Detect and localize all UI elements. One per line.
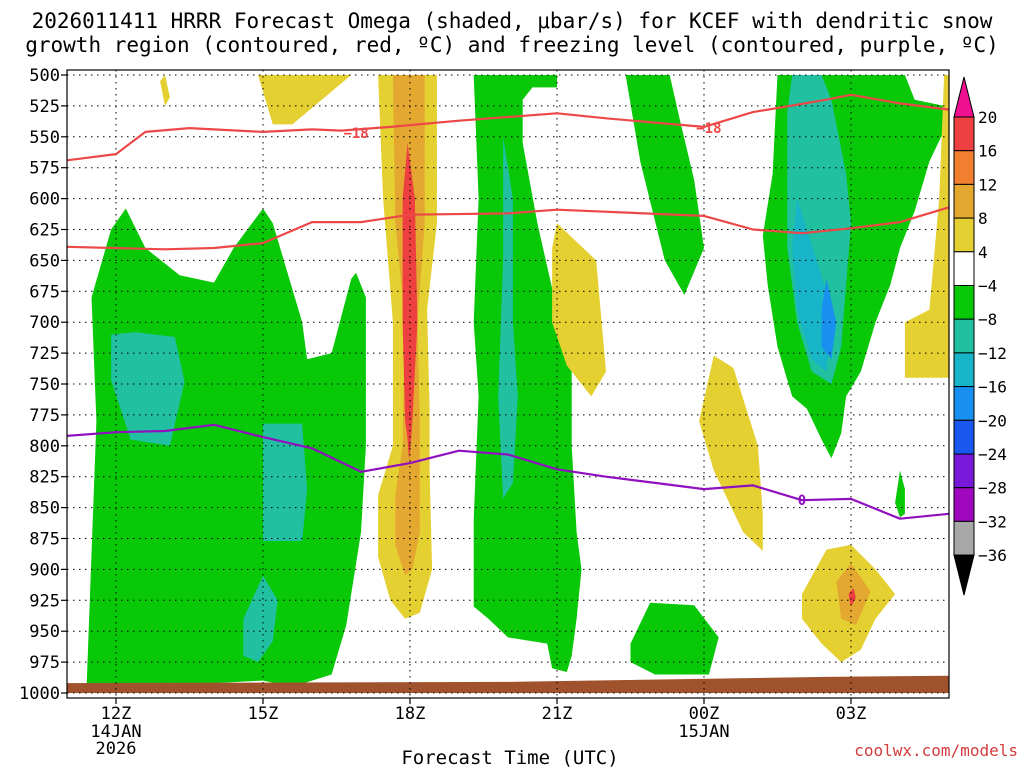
y-tick-label: 700 [29, 313, 60, 333]
y-tick-label: 525 [29, 97, 60, 117]
colorbar-cap-top [953, 76, 975, 118]
contour-freezing-level [66, 423, 950, 520]
omega-region-magenta-col [405, 254, 413, 461]
colorbar-label: −12 [978, 344, 1007, 363]
omega-region-blue-right [821, 278, 837, 360]
colorbar-label: −32 [978, 512, 1007, 531]
y-tick-label: 900 [29, 560, 60, 580]
x-tick-sublabel: 14JAN [90, 722, 141, 742]
y-tick-label: 725 [29, 344, 60, 364]
omega-region-green-diagonal [625, 75, 704, 295]
colorbar-label: −20 [978, 411, 1007, 430]
contour-label: 0 [798, 493, 806, 509]
y-tick-label: 1000 [19, 684, 60, 704]
x-tick-label: 18Z [395, 704, 426, 724]
x-tick-label: 00Z [689, 704, 720, 724]
x-tick-label: 21Z [542, 704, 573, 724]
colorbar-box [953, 183, 975, 219]
x-tick-sublabel: 2026 [96, 739, 137, 759]
colorbar-box [953, 419, 975, 455]
terrain-fill [67, 675, 949, 693]
colorbar-box [953, 116, 975, 152]
y-tick-label: 800 [29, 437, 60, 457]
omega-shading [86, 75, 949, 687]
x-tick-label: 03Z [836, 704, 867, 724]
colorbar-box [953, 487, 975, 522]
colorbar-box [953, 453, 975, 489]
y-tick-label: 875 [29, 530, 60, 550]
chart-title: 2026011411 HRRR Forecast Omega (shaded, … [25, 9, 999, 57]
y-tick-label: 650 [29, 251, 60, 271]
colorbar-label: 16 [978, 142, 997, 161]
colorbar-label: −24 [978, 445, 1007, 464]
colorbar-box [953, 520, 975, 556]
contour-lines: −18 −18 0 [66, 93, 950, 520]
omega-region-yellow-b [258, 75, 352, 125]
colorbar-label: 12 [978, 175, 997, 194]
y-tick-label: 550 [29, 128, 60, 148]
gridlines [67, 70, 949, 698]
y-tick-label: 575 [29, 159, 60, 179]
y-tick-label: 500 [29, 66, 60, 86]
terrain-polygon [67, 675, 949, 693]
colorbar-box [953, 285, 975, 320]
omega-region-teal-a [111, 332, 185, 446]
colorbar-box [953, 352, 975, 388]
y-tick-label: 775 [29, 406, 60, 426]
y-tick-label: 750 [29, 375, 60, 395]
omega-region-green-mid [473, 75, 582, 672]
x-tick-sublabel: 15JAN [678, 722, 729, 742]
colorbar-box [953, 251, 975, 287]
omega-region-teal-c [243, 575, 278, 663]
credit-text[interactable]: coolwx.com/models [854, 741, 1018, 760]
y-tick-label: 925 [29, 591, 60, 611]
omega-region-teal-b [263, 423, 308, 541]
y-tick-label: 600 [29, 190, 60, 210]
omega-region-yellow-a [160, 75, 170, 106]
title-line-1: 2026011411 HRRR Forecast Omega (shaded, … [32, 9, 993, 33]
omega-region-yellow-right [699, 355, 763, 551]
colorbar: 20 16 12 8 4 −4 −8 −12 −16 −20 −24 −28 −32 −36 [953, 76, 1007, 596]
colorbar-box [953, 318, 975, 354]
colorbar-box [953, 217, 975, 253]
omega-region-teal-mid [498, 136, 518, 499]
omega-region-yellow-far-right [904, 75, 949, 378]
title-line-2: growth region (contoured, red, ºC) and f… [25, 33, 999, 57]
omega-region-green-speck [895, 470, 905, 518]
contour-dgz-bottom [66, 206, 950, 251]
y-axis: 500 525 550 575 600 625 650 675 700 725 750 775 800 8… [19, 66, 67, 704]
colorbar-label: 8 [978, 209, 988, 228]
colorbar-label: 4 [978, 243, 988, 262]
colorbar-label: −28 [978, 479, 1007, 498]
colorbar-label: −36 [978, 546, 1007, 565]
x-tick-label: 12Z [101, 704, 132, 724]
x-axis-title: Forecast Time (UTC) [401, 747, 618, 768]
omega-region-green-bottom [630, 602, 719, 675]
x-tick-label: 15Z [248, 704, 279, 724]
y-tick-label: 850 [29, 499, 60, 519]
y-tick-label: 625 [29, 221, 60, 241]
contour-label: −18 [343, 126, 368, 142]
y-tick-label: 975 [29, 653, 60, 673]
colorbar-box [953, 150, 975, 185]
contour-label: −18 [696, 121, 721, 137]
colorbar-label: −4 [978, 277, 997, 296]
colorbar-label: −16 [978, 378, 1007, 397]
y-tick-label: 825 [29, 468, 60, 488]
colorbar-label: −8 [978, 310, 997, 329]
omega-region-green-left [86, 208, 366, 687]
omega-region-red-dot [848, 587, 856, 607]
y-tick-label: 675 [29, 282, 60, 302]
colorbar-box [953, 386, 975, 421]
y-tick-label: 950 [29, 622, 60, 642]
colorbar-cap-bottom [953, 554, 975, 596]
contour-dgz-top [66, 93, 950, 162]
colorbar-label: 20 [978, 108, 997, 127]
